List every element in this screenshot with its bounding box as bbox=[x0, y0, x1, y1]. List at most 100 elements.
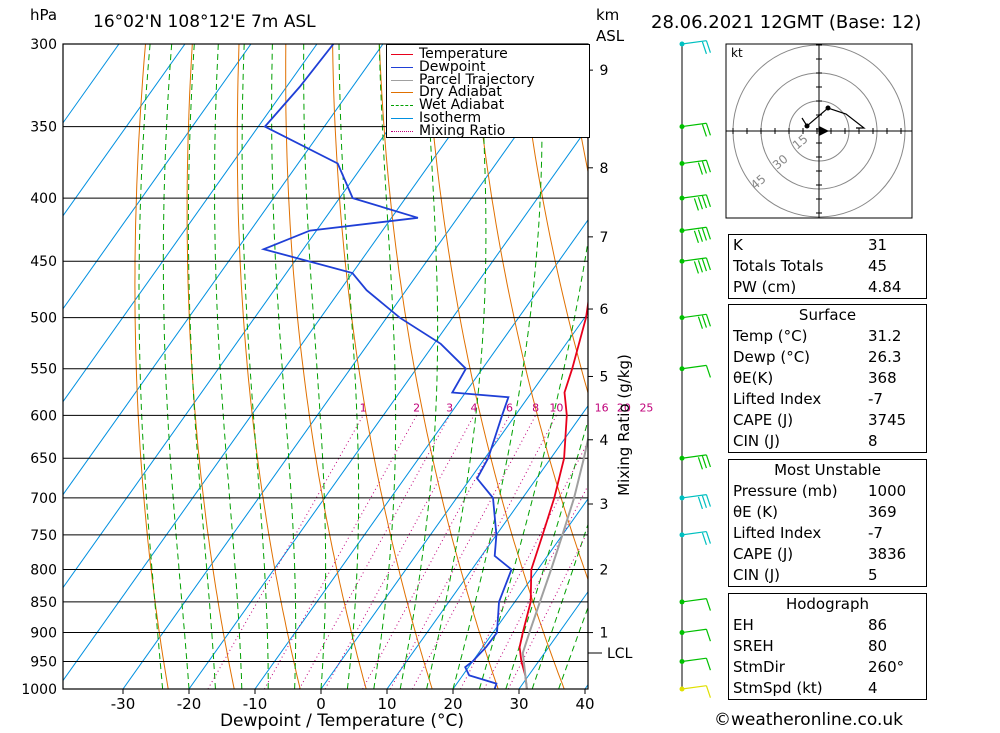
wind-barb-feather bbox=[697, 260, 703, 273]
stat-value: 4.84 bbox=[868, 278, 902, 296]
wet-adiabat-line bbox=[241, 44, 269, 689]
hodograph-point bbox=[804, 123, 810, 129]
pressure-tick-label: 900 bbox=[30, 626, 57, 642]
legend: Temperature Dewpoint Parcel Trajectory Dry … bbox=[386, 44, 590, 138]
stat-value: 26.3 bbox=[868, 348, 902, 366]
stat-row: CAPE (J) 3745 bbox=[729, 410, 926, 431]
km-tick-label: 4 bbox=[600, 433, 609, 449]
pressure-unit-label: hPa bbox=[30, 6, 58, 24]
isotherm-line bbox=[63, 44, 318, 403]
x-tick-label: -30 bbox=[111, 695, 136, 713]
wind-barb-shaft bbox=[681, 194, 707, 199]
pressure-tick-label: 1000 bbox=[21, 682, 57, 698]
x-tick-label: 30 bbox=[509, 695, 528, 713]
stat-label: Lifted Index bbox=[733, 524, 822, 542]
isotherm-line bbox=[320, 312, 588, 689]
stat-label: θE (K) bbox=[733, 503, 778, 521]
legend-swatch bbox=[391, 54, 413, 55]
isotherm-line bbox=[63, 44, 384, 496]
wind-barb-feather bbox=[701, 315, 707, 328]
isotherm-line bbox=[63, 44, 120, 124]
wind-barb-shaft bbox=[681, 598, 707, 603]
stat-value: -7 bbox=[868, 524, 883, 542]
stat-label: K bbox=[733, 236, 743, 254]
stat-value: -7 bbox=[868, 390, 883, 408]
axes-text: 1 2 3 4 6 8 10 16 20 2530035040045050055060065070… bbox=[21, 37, 653, 731]
wind-barb-feather bbox=[705, 658, 711, 671]
stat-row: CIN (J) 5 bbox=[729, 565, 926, 586]
x-tick-label: 40 bbox=[575, 695, 594, 713]
pressure-tick-label: 700 bbox=[30, 491, 57, 507]
km-tick-label: 2 bbox=[600, 562, 609, 578]
mixing-ratio-label: 2 bbox=[413, 401, 420, 414]
isotherm-line bbox=[63, 44, 450, 589]
stat-row: EH 86 bbox=[729, 615, 926, 636]
wind-barb-feather bbox=[705, 123, 711, 136]
isotherm-line bbox=[254, 219, 588, 689]
wind-barb-shaft bbox=[681, 40, 707, 45]
wind-barb-feather bbox=[705, 365, 711, 378]
wind-barb-feather bbox=[701, 455, 707, 469]
stat-label: CAPE (J) bbox=[733, 411, 794, 429]
km-tick-label: 6 bbox=[600, 302, 609, 318]
legend-swatch bbox=[391, 118, 413, 119]
pressure-tick-label: 800 bbox=[30, 562, 57, 578]
hodograph-point bbox=[825, 105, 831, 111]
wind-barb-feather bbox=[697, 197, 703, 210]
stat-row: Lifted Index -7 bbox=[729, 523, 926, 544]
wind-barb-feather bbox=[693, 261, 699, 274]
wind-barb-shaft bbox=[681, 657, 707, 663]
wind-barb-feather bbox=[705, 160, 711, 173]
stat-value: 4 bbox=[868, 679, 878, 697]
km-unit-label: km bbox=[596, 6, 620, 24]
stat-value: 260° bbox=[868, 658, 905, 676]
credit-link[interactable]: ©weatheronline.co.uk bbox=[714, 710, 904, 730]
legend-label: Dewpoint bbox=[419, 58, 486, 75]
legend-swatch bbox=[391, 130, 413, 132]
wind-barb-feather bbox=[697, 496, 703, 510]
mixing-ratio-label: 8 bbox=[532, 401, 539, 414]
mixing-ratio-label: 20 bbox=[617, 401, 631, 414]
pressure-tick-label: 850 bbox=[30, 595, 57, 611]
stat-value: 1000 bbox=[868, 482, 907, 500]
x-tick-label: 0 bbox=[316, 695, 326, 713]
stat-row: θE (K) 369 bbox=[729, 502, 926, 523]
wind-barb-feather bbox=[705, 531, 711, 544]
wind-barb-feather bbox=[693, 230, 699, 244]
mixing-ratio-line bbox=[460, 440, 588, 689]
dry-adiabat-line bbox=[378, 44, 499, 689]
wind-barb-feather bbox=[705, 685, 711, 698]
hodograph-unit-label: kt bbox=[731, 46, 743, 60]
surface-title: Surface bbox=[798, 306, 857, 324]
stat-value: 3836 bbox=[868, 545, 907, 563]
isotherm-line bbox=[63, 44, 516, 682]
stat-row: SREH 80 bbox=[729, 636, 926, 657]
stat-value: 86 bbox=[868, 616, 888, 634]
pressure-tick-label: 500 bbox=[30, 311, 57, 327]
wind-barb-feather bbox=[697, 162, 703, 175]
mixing-ratio-label: 3 bbox=[446, 401, 453, 414]
wind-barb-feather bbox=[701, 41, 707, 55]
wind-barb-shaft bbox=[681, 454, 707, 459]
asl-unit-label: ASL bbox=[596, 27, 625, 45]
location-title: 16°02'N 108°12'E 7m ASL bbox=[93, 12, 316, 32]
mixing-ratio-line bbox=[298, 415, 451, 689]
stat-value: 80 bbox=[868, 637, 888, 655]
datetime-title: 28.06.2021 12GMT (Base: 12) bbox=[651, 12, 922, 33]
stat-row: K 31 bbox=[729, 235, 926, 256]
wind-barb-feather bbox=[697, 229, 703, 242]
legend-label: Parcel Trajectory bbox=[419, 71, 535, 88]
stat-value: 369 bbox=[868, 503, 897, 521]
legend-swatch bbox=[391, 66, 413, 68]
wind-barb-shaft bbox=[681, 364, 707, 370]
wet-adiabat-line bbox=[162, 44, 190, 689]
plot-frame bbox=[62, 43, 589, 690]
wet-adiabat-line bbox=[399, 44, 439, 689]
most-unstable-title: Most Unstable bbox=[774, 461, 881, 479]
km-tick-label: 7 bbox=[600, 230, 609, 246]
temperature-line bbox=[518, 126, 588, 689]
dry-adiabat-line bbox=[941, 44, 1000, 689]
dry-adiabat-line bbox=[236, 44, 301, 689]
mixing-ratio-line bbox=[483, 484, 588, 689]
